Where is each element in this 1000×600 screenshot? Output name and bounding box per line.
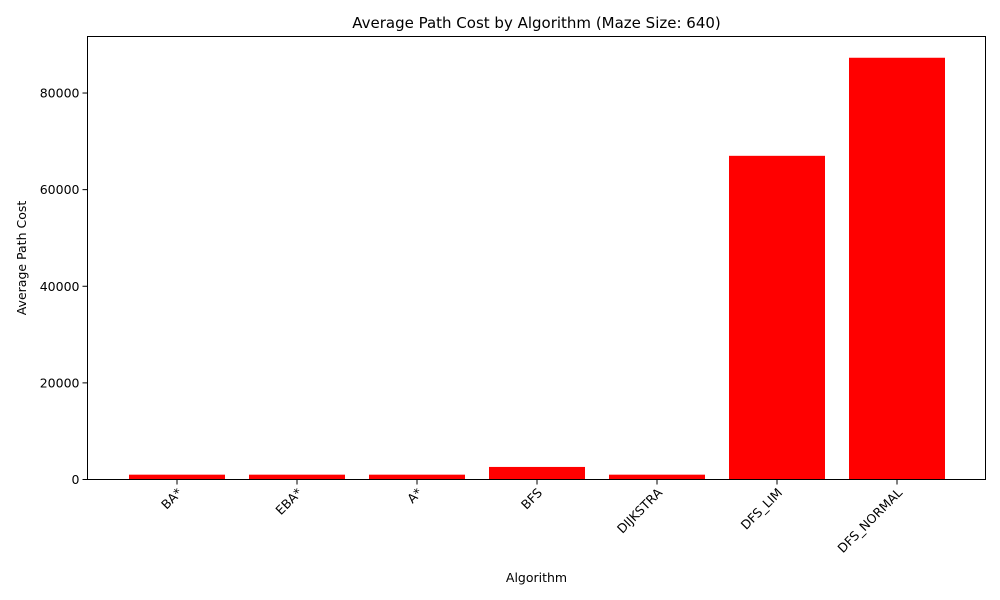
- bar-dfs-lim: [729, 155, 825, 480]
- y-axis-title: Average Path Cost: [14, 201, 29, 316]
- y-tick-label: 20000: [40, 375, 80, 390]
- bars-group: [129, 57, 945, 480]
- x-axis-title: Algorithm: [506, 570, 567, 585]
- y-tick-label: 60000: [40, 182, 80, 197]
- bar-dijkstra: [609, 474, 705, 480]
- chart-title: Average Path Cost by Algorithm (Maze Siz…: [352, 14, 721, 32]
- bar-bfs: [489, 466, 585, 480]
- bar-dfs-normal: [849, 57, 945, 480]
- y-tick-label: 40000: [40, 279, 80, 294]
- y-tick-label: 0: [72, 472, 80, 487]
- y-axis: 0 20000 40000 60000 80000: [40, 86, 88, 487]
- bar-a: [369, 474, 465, 480]
- y-tick-label: 80000: [40, 86, 80, 101]
- bar-ba: [129, 474, 225, 480]
- plot-frame: [87, 36, 986, 480]
- bar-eba: [249, 474, 345, 480]
